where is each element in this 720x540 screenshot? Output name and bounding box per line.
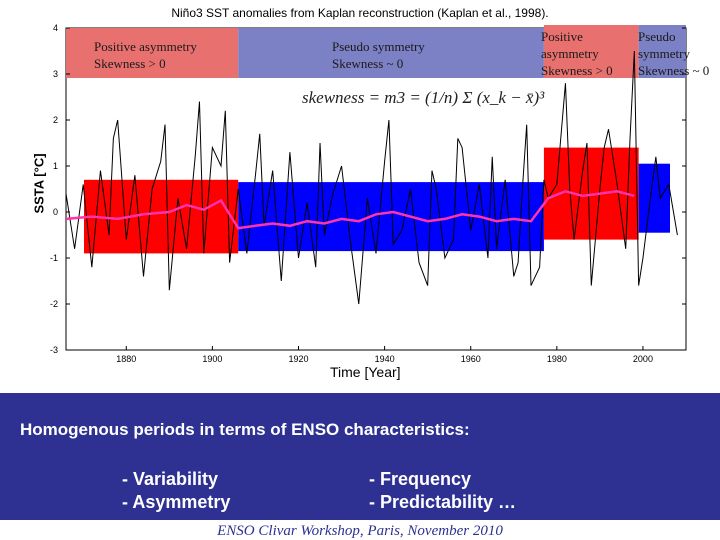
x-tick-label: 1980 bbox=[547, 354, 567, 364]
period-bar-1 bbox=[84, 179, 239, 254]
y-tick-label: 4 bbox=[53, 23, 58, 33]
summary-heading: Homogenous periods in terms of ENSO char… bbox=[20, 420, 470, 439]
region-band-2 bbox=[238, 28, 544, 78]
summary-item: - Frequency bbox=[369, 469, 472, 489]
region-3-label: Positive asymmetry Skewness > 0 bbox=[541, 29, 613, 78]
x-tick-label: 1880 bbox=[116, 354, 136, 364]
y-tick-label: -1 bbox=[50, 253, 58, 263]
series-running-mean bbox=[65, 189, 635, 230]
y-tick-label: -3 bbox=[50, 345, 58, 355]
y-tick-label: 0 bbox=[53, 207, 58, 217]
y-tick-label: 2 bbox=[53, 115, 58, 125]
summary-item: - Asymmetry bbox=[122, 492, 231, 512]
region-1-label: Positive asymmetry Skewness > 0 bbox=[94, 39, 197, 71]
x-tick-label: 1940 bbox=[375, 354, 395, 364]
skewness-formula: skewness = m3 = (1/n) Σ (x_k − x̄)³ bbox=[302, 88, 545, 107]
summary-item: - Predictability … bbox=[369, 492, 517, 512]
series-sst-anomaly bbox=[65, 50, 678, 305]
x-tick-label: 1960 bbox=[461, 354, 481, 364]
x-tick-label: 1900 bbox=[202, 354, 222, 364]
summary-item: - Variability bbox=[122, 469, 219, 489]
x-axis-label: Time [Year] bbox=[330, 364, 401, 380]
region-band-4 bbox=[638, 25, 686, 78]
summary-list-left: - Variability - Asymmetry bbox=[122, 468, 230, 514]
region-band-3 bbox=[543, 25, 639, 78]
region-band-1 bbox=[66, 28, 239, 78]
summary-list-right: - Frequency - Predictability … bbox=[369, 468, 516, 514]
x-tick-label: 2000 bbox=[633, 354, 653, 364]
footer-text: ENSO Clivar Workshop, Paris, November 20… bbox=[217, 523, 503, 539]
x-tick-label: 1920 bbox=[288, 354, 308, 364]
y-tick-label: -2 bbox=[50, 299, 58, 309]
y-tick-label: 1 bbox=[53, 161, 58, 171]
chart-svg: 4 3 2 1 0 -1 -2 -3 1880 1900 1920 1940 1960 1980 2000 bbox=[50, 23, 687, 364]
region-2-label: Pseudo symmetry Skewness ~ 0 bbox=[332, 39, 425, 71]
chart-title: Niño3 SST anomalies from Kaplan reconstr… bbox=[171, 6, 549, 20]
region-4-label: Pseudo symmetry Skewness ~ 0 bbox=[638, 29, 710, 78]
summary-panel: Homogenous periods in terms of ENSO char… bbox=[0, 393, 720, 540]
period-bar-4 bbox=[638, 163, 670, 233]
footer-band bbox=[0, 520, 720, 540]
y-tick-label: 3 bbox=[53, 69, 58, 79]
y-axis-label: SSTA [°C] bbox=[31, 153, 47, 214]
